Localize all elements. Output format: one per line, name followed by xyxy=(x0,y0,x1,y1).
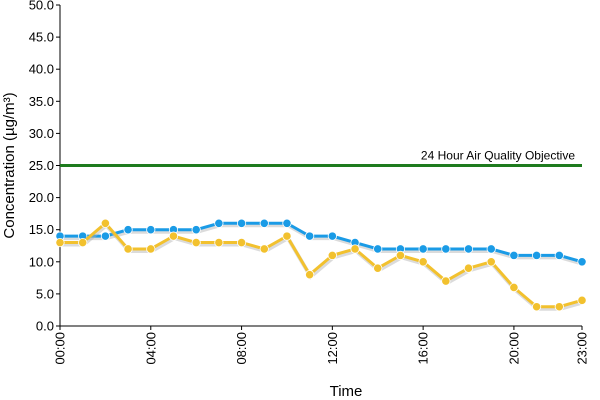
series-2-point xyxy=(146,244,156,254)
reference-line-group: 24 Hour Air Quality Objective xyxy=(60,149,582,167)
x-tick-label: 08:00 xyxy=(234,332,249,365)
series-1-point xyxy=(327,231,337,241)
series-2-point xyxy=(259,244,269,254)
series-2-point xyxy=(100,218,110,228)
series-2-point xyxy=(577,295,587,305)
series-2-point xyxy=(395,250,406,260)
series-2-point xyxy=(463,263,474,273)
series-2-point xyxy=(55,237,65,248)
series-1-point xyxy=(509,250,519,260)
y-tick-label: 10.0 xyxy=(29,254,54,269)
y-tick-label: 45.0 xyxy=(29,30,54,45)
x-tick-label: 16:00 xyxy=(416,332,431,365)
series-1-point xyxy=(123,225,133,235)
x-tick-label: 04:00 xyxy=(143,332,158,365)
series-1-point xyxy=(282,218,292,228)
series-1-point xyxy=(486,244,496,254)
y-tick-label: 20.0 xyxy=(29,190,54,205)
x-tick-label: 20:00 xyxy=(506,332,521,365)
series-2-point xyxy=(191,237,201,248)
series-2-point xyxy=(282,231,292,241)
series-1-point xyxy=(100,231,110,241)
y-tick-label: 40.0 xyxy=(29,62,54,77)
reference-line-label: 24 Hour Air Quality Objective xyxy=(421,149,575,163)
series-1-point xyxy=(373,244,383,254)
series-group xyxy=(55,218,587,312)
y-tick-label: 0.0 xyxy=(36,319,54,334)
series-2-point xyxy=(327,250,337,260)
series-2-point xyxy=(78,237,88,248)
x-tick-label: 23:00 xyxy=(575,332,590,365)
series-1-point xyxy=(577,257,587,267)
y-tick-label: 15.0 xyxy=(29,222,54,237)
series-2-point xyxy=(373,263,383,273)
series-1-point xyxy=(191,225,201,235)
y-tick-label: 50.0 xyxy=(29,0,54,13)
series-2-point xyxy=(509,282,519,293)
series-1-point xyxy=(236,218,247,228)
x-tick-label: 12:00 xyxy=(325,332,340,365)
series-1-point xyxy=(214,218,224,228)
x-axis-title: Time xyxy=(330,383,363,400)
y-tick-label: 25.0 xyxy=(29,158,54,173)
series-2-point xyxy=(554,302,564,312)
series-2-point xyxy=(532,302,542,312)
y-tick-label: 30.0 xyxy=(29,126,54,141)
series-2-point xyxy=(486,257,496,267)
series-1-point xyxy=(146,225,156,235)
series-2-point xyxy=(441,276,451,286)
series-2-point xyxy=(305,270,315,280)
series-2-point xyxy=(123,244,133,254)
series-2-point xyxy=(350,244,360,254)
series-2-point xyxy=(214,237,224,248)
y-tick-label: 35.0 xyxy=(29,94,54,109)
x-tick-label: 00:00 xyxy=(53,332,68,365)
series-1-point xyxy=(463,244,474,254)
series-2-point xyxy=(236,237,247,248)
series-1-point xyxy=(441,244,451,254)
series-1-point xyxy=(554,250,564,260)
series-1-point xyxy=(305,231,315,241)
y-ticks: 0.0 5.0 10.0 15.0 20.0 25.0 30.0 35.0 40.0 45.0 50… xyxy=(29,0,60,334)
series-2-point xyxy=(418,257,428,267)
y-tick-label: 5.0 xyxy=(36,286,54,301)
x-ticks: 00:00 04:00 08:00 12:00 16:00 20:00 23:00 xyxy=(53,326,590,365)
series-1-point xyxy=(418,244,428,254)
series-2-point xyxy=(168,231,179,241)
series-1-point xyxy=(259,218,269,228)
y-axis-title: Concentration (µg/m³) xyxy=(1,92,18,238)
series-1-point xyxy=(532,250,542,260)
